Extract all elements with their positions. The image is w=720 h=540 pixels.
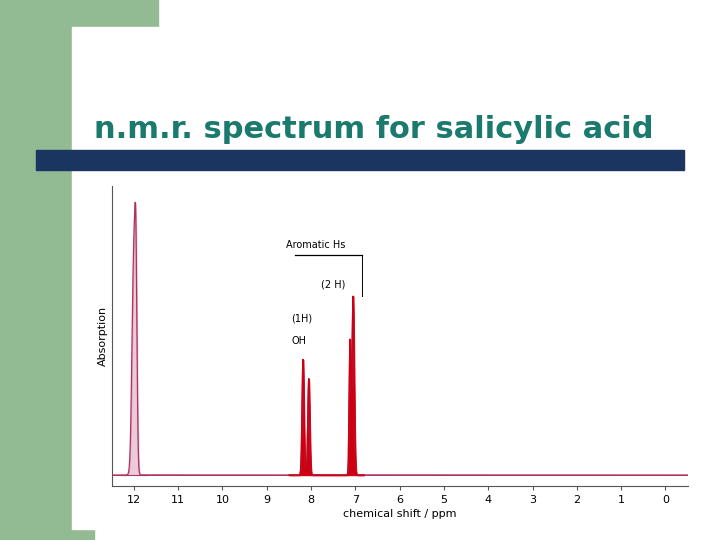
Bar (0, 0, 158, 205)
Text: (1H): (1H) (291, 314, 312, 324)
Text: n.m.r. spectrum for salicylic acid: n.m.r. spectrum for salicylic acid (94, 115, 653, 144)
Bar (0, 189, 94, 540)
Text: OH: OH (291, 336, 306, 346)
Bar (36, 150, 684, 170)
Y-axis label: Absorption: Absorption (97, 306, 107, 366)
X-axis label: chemical shift / ppm: chemical shift / ppm (343, 509, 456, 519)
Bar (72, 27, 706, 529)
Text: (2 H): (2 H) (321, 280, 346, 290)
Text: Aromatic Hs: Aromatic Hs (286, 240, 345, 249)
